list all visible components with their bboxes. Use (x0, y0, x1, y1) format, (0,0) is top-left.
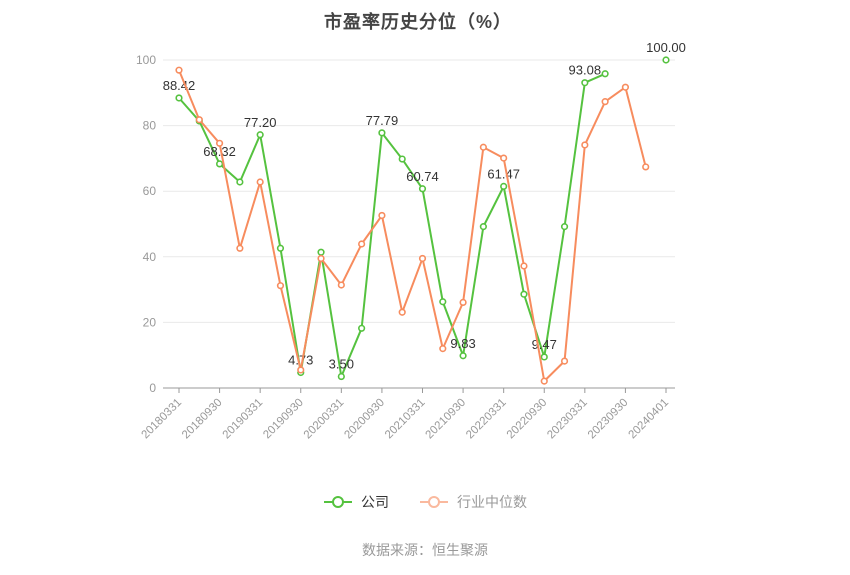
chart-title: 市盈率历史分位（%） (323, 12, 512, 32)
value-label-company: 9.83 (450, 336, 475, 351)
legend-item-company[interactable]: 公司 (323, 492, 389, 512)
data-point-industry-median (500, 154, 508, 162)
data-point-company (317, 248, 325, 256)
chart-legend: 公司 行业中位数 (0, 492, 850, 512)
x-axis-tick-label: 20240401 (626, 397, 671, 442)
data-point-company (601, 70, 609, 78)
data-point-industry-median (540, 377, 548, 385)
data-point-company (236, 178, 244, 186)
data-point-company (479, 223, 487, 231)
data-point-industry-median (358, 240, 366, 248)
data-point-industry-median (297, 366, 305, 374)
data-point-company (378, 129, 386, 137)
value-label-company: 100.00 (646, 40, 686, 55)
data-point-industry-median (195, 116, 203, 124)
y-axis-tick-label: 60 (143, 184, 157, 198)
data-point-industry-median (459, 298, 467, 306)
y-axis-tick-label: 80 (143, 119, 157, 133)
x-axis-tick-label: 20180331 (139, 397, 184, 442)
data-point-company (662, 56, 670, 64)
data-point-company (581, 79, 589, 87)
data-point-industry-median (317, 254, 325, 263)
data-point-company (175, 94, 183, 102)
value-label-company: 3.50 (329, 357, 354, 372)
x-axis-tick-label: 20200331 (302, 397, 347, 442)
data-point-industry-median (236, 244, 244, 252)
x-axis-tick-label: 20220930 (505, 397, 550, 442)
data-point-industry-median (256, 178, 264, 186)
industry-median-line-marker-icon (420, 496, 448, 508)
data-point-company (276, 244, 285, 252)
data-point-company (418, 185, 427, 193)
data-point-company (540, 353, 548, 361)
value-label-company: 61.47 (487, 166, 520, 181)
series-industry-median-line (178, 69, 647, 383)
x-axis-tick-label: 20190930 (261, 397, 306, 442)
data-point-company (256, 131, 264, 139)
x-axis-tick-label: 20210331 (383, 397, 428, 442)
x-axis-tick-label: 20230331 (545, 397, 590, 442)
data-point-industry-median (276, 282, 285, 290)
data-point-company (459, 352, 467, 360)
data-point-industry-median (601, 98, 609, 106)
value-label-company: 77.20 (244, 115, 277, 130)
x-axis-tick-label: 20230930 (586, 397, 631, 442)
data-point-industry-median (398, 308, 406, 316)
data-point-industry-median (215, 139, 224, 147)
x-axis-tick-label: 20180930 (180, 397, 225, 442)
y-axis-tick-label: 20 (143, 315, 157, 329)
x-axis-tick-label: 20220331 (464, 397, 509, 442)
x-axis-tick-label: 20190331 (221, 397, 266, 442)
y-axis-tick-label: 100 (136, 53, 156, 67)
data-point-industry-median (418, 254, 427, 263)
legend-label-company: 公司 (361, 494, 389, 510)
data-point-company (358, 324, 366, 332)
data-point-company (520, 290, 528, 298)
chart-plot-area: 0 20 40 60 80 100 2018033120180930201903312019… (136, 40, 686, 442)
data-point-company (337, 372, 345, 381)
value-label-company: 77.79 (366, 113, 399, 128)
data-point-industry-median (439, 345, 447, 353)
data-point-industry-median (520, 262, 528, 270)
data-point-company (439, 298, 447, 306)
data-point-industry-median (560, 357, 569, 365)
value-label-company: 4.73 (288, 352, 313, 367)
value-label-company: 88.42 (163, 78, 196, 93)
value-label-company: 93.08 (569, 63, 602, 78)
company-line-marker-icon (324, 496, 352, 508)
y-axis-tick-label: 40 (143, 250, 157, 264)
legend-label-industry-median: 行业中位数 (457, 494, 527, 510)
data-source-note: 数据来源：恒生聚源 (362, 542, 488, 558)
data-point-industry-median (479, 143, 487, 151)
data-point-industry-median (621, 83, 630, 91)
data-point-industry-median (642, 163, 650, 171)
data-point-industry-median (337, 281, 345, 289)
value-label-company: 68.32 (203, 144, 236, 159)
data-point-company (500, 182, 508, 190)
data-point-company (215, 160, 224, 168)
data-point-company (398, 155, 406, 163)
data-point-company (560, 223, 569, 231)
data-point-industry-median (378, 211, 386, 220)
value-label-company: 9.47 (532, 337, 557, 352)
legend-item-industry-median[interactable]: 行业中位数 (419, 492, 527, 512)
y-axis-tick-label: 0 (149, 381, 156, 395)
data-point-industry-median (175, 66, 183, 74)
x-axis-tick-label: 20200930 (342, 397, 387, 442)
x-axis-tick-label: 20210930 (424, 397, 469, 442)
value-label-company: 60.74 (406, 169, 439, 184)
data-point-industry-median (581, 141, 589, 149)
